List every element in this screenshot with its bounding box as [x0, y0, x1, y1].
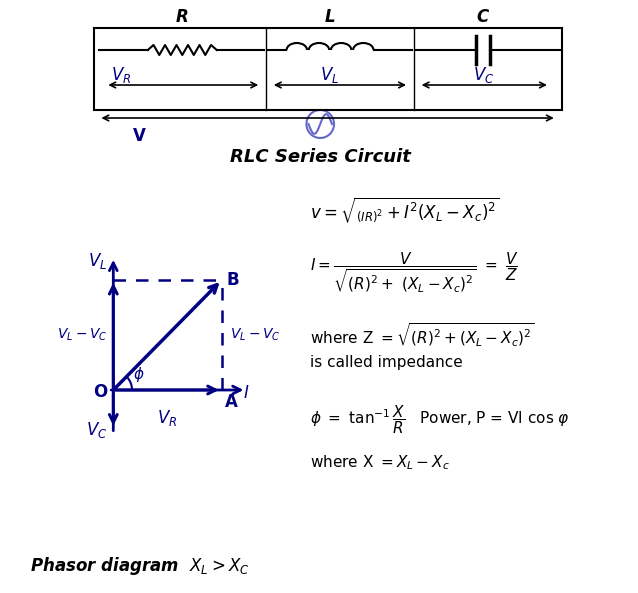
- Text: $\phi$: $\phi$: [133, 365, 145, 384]
- Text: $V_C$: $V_C$: [473, 65, 494, 85]
- Text: $V_L-V_C$: $V_L-V_C$: [230, 327, 280, 343]
- Text: $\phi\ =\ \tan^{-1}\dfrac{X}{R}$   Power, P = VI cos $\varphi$: $\phi\ =\ \tan^{-1}\dfrac{X}{R}$ Power, …: [310, 403, 570, 436]
- Text: where X $= X_L - X_c$: where X $= X_L - X_c$: [310, 453, 450, 471]
- Text: R: R: [176, 8, 189, 26]
- Text: L: L: [325, 8, 336, 26]
- Text: RLC Series Circuit: RLC Series Circuit: [230, 148, 411, 166]
- Text: $V_R$: $V_R$: [112, 65, 131, 85]
- Text: where Z $= \sqrt{(R)^2+(X_L-X_c)^2}$: where Z $= \sqrt{(R)^2+(X_L-X_c)^2}$: [310, 322, 535, 349]
- Text: $V_L$: $V_L$: [320, 65, 339, 85]
- Text: A: A: [225, 393, 237, 411]
- Text: Phasor diagram  $X_L > X_C$: Phasor diagram $X_L > X_C$: [29, 555, 249, 577]
- Text: O: O: [93, 383, 107, 401]
- Text: B: B: [226, 271, 239, 289]
- Text: $v = \sqrt{_{(IR)^2}+I^2(X_L - X_c)^2}$: $v = \sqrt{_{(IR)^2}+I^2(X_L - X_c)^2}$: [310, 195, 500, 225]
- Text: $V_L$: $V_L$: [88, 251, 107, 271]
- Text: $V_R$: $V_R$: [158, 408, 177, 428]
- Text: V: V: [133, 127, 146, 145]
- Text: $V_L-V_C$: $V_L-V_C$: [57, 327, 107, 343]
- Text: C: C: [477, 8, 489, 26]
- Text: $I = \dfrac{V}{\sqrt{(R)^2+\ (X_L-X_c)^2}}\ =\ \dfrac{V}{Z}$: $I = \dfrac{V}{\sqrt{(R)^2+\ (X_L-X_c)^2…: [310, 250, 519, 294]
- Text: $V_C$: $V_C$: [86, 420, 107, 441]
- Text: is called impedance: is called impedance: [310, 355, 463, 370]
- Text: $I$: $I$: [243, 384, 250, 402]
